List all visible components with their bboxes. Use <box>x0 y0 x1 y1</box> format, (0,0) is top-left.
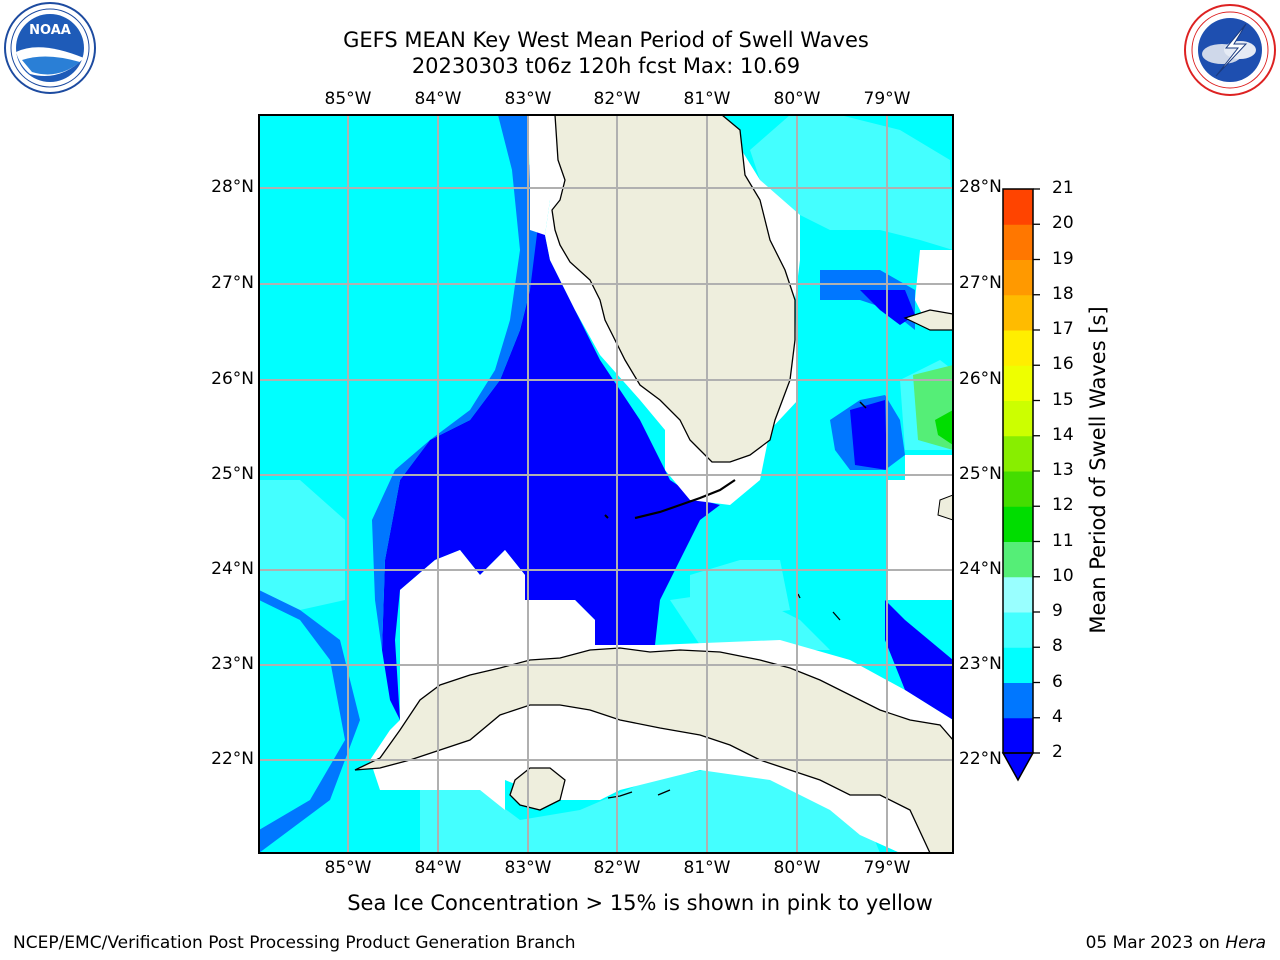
colorbar-segment <box>1003 400 1033 437</box>
chart-title: GEFS MEAN Key West Mean Period of Swell … <box>343 28 869 52</box>
colorbar-tick-label: 18 <box>1052 283 1074 304</box>
lon-label-bottom: 80°W <box>773 858 821 878</box>
lon-label-bottom: 83°W <box>504 858 552 878</box>
colorbar-tick-label: 14 <box>1052 424 1074 445</box>
lat-label-right: 26°N <box>959 369 1002 389</box>
colorbar-tick-label: 2 <box>1052 742 1063 762</box>
colorbar-tick-label: 15 <box>1052 389 1074 410</box>
colorbar-segment <box>1003 330 1033 366</box>
lat-label-right: 25°N <box>959 464 1002 484</box>
lon-label-bottom: 79°W <box>863 858 911 878</box>
colorbar-segment <box>1003 717 1033 754</box>
colorbar-segment <box>1003 506 1033 542</box>
noaa-logo-text: NOAA <box>29 23 71 38</box>
colorbar-segment <box>1003 224 1033 260</box>
lon-label-top: 83°W <box>504 89 552 109</box>
colorbar-tick-label: 11 <box>1052 530 1074 551</box>
colorbar-tick-label: 9 <box>1052 601 1063 621</box>
lon-label-top: 82°W <box>593 89 641 109</box>
colorbar-tick-label: 4 <box>1052 706 1063 727</box>
lat-label-left: 22°N <box>211 749 254 769</box>
colorbar-segment <box>1003 541 1033 578</box>
colorbar-tick-label: 13 <box>1052 460 1074 480</box>
colorbar-tick-label: 17 <box>1052 319 1074 339</box>
footer-machine: Hera <box>1225 933 1266 953</box>
lon-label-top: 85°W <box>324 89 372 109</box>
colorbar-tick-label: 20 <box>1052 213 1074 234</box>
lat-label-right: 24°N <box>959 559 1002 579</box>
lon-label-top: 79°W <box>863 89 911 109</box>
lat-label-right: 22°N <box>959 749 1002 769</box>
lat-label-left: 25°N <box>211 464 254 484</box>
colorbar-tick-label: 19 <box>1052 248 1074 269</box>
swell-fill-2-4 <box>382 115 720 720</box>
florida-keys <box>634 479 736 520</box>
colorbar-segment <box>1003 435 1033 472</box>
colorbar-segment <box>1003 471 1033 507</box>
map-frame <box>258 114 954 854</box>
lat-label-left: 24°N <box>211 559 254 579</box>
footer-date: 05 Mar 2023 on Hera <box>1086 933 1266 953</box>
colorbar-segment <box>1003 259 1033 296</box>
lon-label-bottom: 84°W <box>414 858 462 878</box>
colorbar-tick-label: 16 <box>1052 354 1074 375</box>
colorbar-segment <box>1003 365 1033 401</box>
lon-label-bottom: 85°W <box>324 858 372 878</box>
colorbar-segment <box>1003 682 1033 719</box>
colorbar-label: Mean Period of Swell Waves [s] <box>1086 306 1110 634</box>
sea-ice-note: Sea Ice Concentration > 15% is shown in … <box>347 891 933 915</box>
lat-label-left: 26°N <box>211 369 254 389</box>
nws-logo <box>1184 4 1276 96</box>
lon-label-bottom: 81°W <box>683 858 731 878</box>
chart-subtitle: 20230303 t06z 120h fcst Max: 10.69 <box>411 54 801 78</box>
noaa-logo: NOAA <box>4 2 96 94</box>
florida-land <box>551 115 796 463</box>
colorbar-tick-label: 6 <box>1052 671 1063 692</box>
colorbar-tick-label: 21 <box>1052 178 1074 198</box>
colorbar-segment <box>1003 612 1033 648</box>
lat-label-right: 23°N <box>959 654 1002 674</box>
footer-credit: NCEP/EMC/Verification Post Processing Pr… <box>13 933 576 953</box>
lon-label-top: 81°W <box>683 89 731 109</box>
lon-label-top: 84°W <box>414 89 462 109</box>
colorbar-tick-label: 12 <box>1052 495 1074 516</box>
colorbar-tick-label: 8 <box>1052 636 1063 657</box>
footer-date-text: 05 Mar 2023 on <box>1085 933 1226 953</box>
lat-label-right: 27°N <box>959 273 1002 293</box>
colorbar-segment <box>1003 189 1033 225</box>
lon-label-top: 80°W <box>773 89 821 109</box>
lon-label-bottom: 82°W <box>593 858 641 878</box>
map-plot-area <box>259 115 953 853</box>
colorbar-tick-label: 10 <box>1052 565 1074 586</box>
colorbar-segment <box>1003 294 1033 331</box>
lat-label-right: 28°N <box>959 177 1002 197</box>
cuba-land <box>354 647 953 853</box>
lat-label-left: 28°N <box>211 177 254 197</box>
lat-label-left: 27°N <box>211 273 254 293</box>
lat-label-left: 23°N <box>211 654 254 674</box>
colorbar-segment <box>1003 647 1033 683</box>
colorbar <box>1001 188 1040 782</box>
colorbar-segment <box>1003 576 1033 613</box>
map-gridlines <box>259 115 953 853</box>
